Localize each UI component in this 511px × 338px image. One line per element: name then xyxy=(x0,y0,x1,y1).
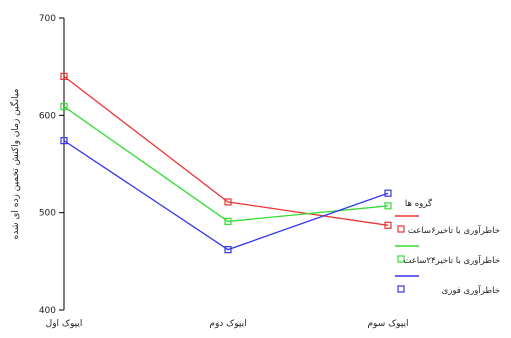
x-tick-label: ایپوک سوم xyxy=(367,318,408,329)
legend-entry-label: خاطرآوری با تاخیر۲۴ساعت xyxy=(403,254,500,266)
data-point-marker xyxy=(384,221,392,229)
legend-marker-swatch xyxy=(397,255,405,263)
series-line xyxy=(63,140,389,251)
y-ticks: 400 500 600 700 xyxy=(39,14,64,316)
y-tick-label: 500 xyxy=(39,209,56,219)
x-ticks: ایپوک اول ایپوک دوم ایپوک سوم xyxy=(46,318,409,329)
data-point-marker xyxy=(384,202,392,210)
y-tick-label: 400 xyxy=(39,306,56,316)
data-point-marker xyxy=(224,217,232,226)
series-group xyxy=(60,72,392,254)
x-tick-label: ایپوک اول xyxy=(46,318,83,329)
legend-title: گروه ها xyxy=(405,198,433,209)
data-point-marker xyxy=(224,198,232,206)
data-point-marker xyxy=(60,102,68,111)
x-tick-label: ایپوک دوم xyxy=(209,318,246,329)
y-tick-label: 700 xyxy=(39,14,56,24)
series-line xyxy=(63,106,389,223)
legend-marker-swatch xyxy=(397,225,405,233)
data-point-marker xyxy=(60,137,68,145)
y-tick-label: 600 xyxy=(39,111,56,121)
y-axis-title: میانگین زمان واکنش تخمین زده ای شده xyxy=(9,88,21,239)
legend-entry-label: خاطرآوری با تاخیر۶ساعت xyxy=(408,224,500,236)
legend: گروه ها خاطرآوری با تاخیر۶ساعت خاطرآوری ب… xyxy=(395,198,500,296)
data-point-marker xyxy=(60,72,68,81)
legend-entry-label: خاطرآوری فوری xyxy=(442,284,500,296)
series-line xyxy=(63,75,389,226)
data-point-marker xyxy=(384,189,392,197)
legend-marker-swatch xyxy=(397,285,405,293)
data-point-marker xyxy=(224,246,232,254)
